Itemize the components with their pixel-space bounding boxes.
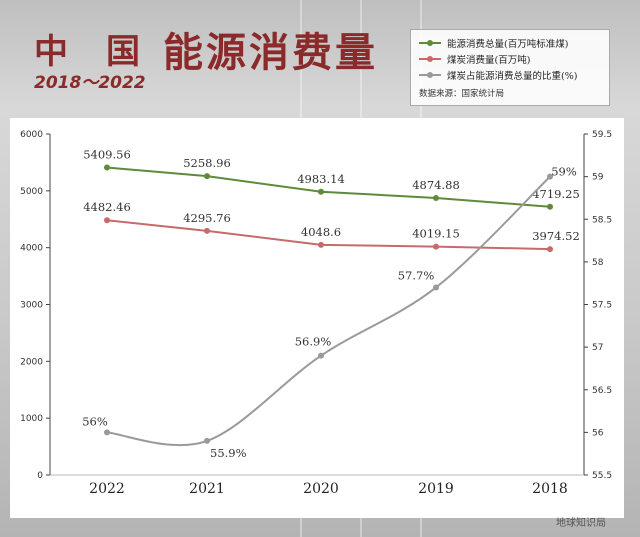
legend-dot <box>427 56 433 62</box>
x-tick-label: 2019 <box>418 481 454 497</box>
data-point <box>433 243 439 250</box>
left-tick-label: 2000 <box>20 357 43 367</box>
data-point <box>204 227 210 234</box>
right-tick-label: 56.5 <box>592 386 612 396</box>
series-line-2 <box>106 175 551 447</box>
data-label: 56% <box>82 414 108 428</box>
page-title: 能源消费量 <box>163 30 378 76</box>
data-point <box>547 246 553 253</box>
left-tick-label: 0 <box>37 471 43 481</box>
legend-item-share: 煤炭占能源消费总量的比重(%) <box>419 68 577 82</box>
data-point <box>547 173 553 180</box>
data-label: 3974.52 <box>532 229 580 243</box>
left-tick-label: 1000 <box>20 414 43 424</box>
legend-label-share: 煤炭占能源消费总量的比重(%) <box>447 71 578 82</box>
chart-legend: 能源消费总量(百万吨标准煤) 煤炭消费量(百万吨) 煤炭占能源消费总量的比重(%… <box>410 29 610 106</box>
x-tick-label: 2020 <box>303 481 339 497</box>
data-point <box>318 188 324 195</box>
data-label: 55.9% <box>210 446 247 460</box>
data-label: 4874.88 <box>412 178 460 192</box>
right-tick-label: 56 <box>592 428 604 438</box>
data-point <box>104 429 110 436</box>
data-point <box>104 217 110 224</box>
legend-item-energy: 能源消费总量(百万吨标准煤) <box>419 36 568 50</box>
data-point <box>433 194 439 201</box>
data-point <box>547 203 553 210</box>
legend-swatch-coal <box>419 54 441 64</box>
left-tick-label: 5000 <box>20 187 43 197</box>
data-point <box>318 352 324 359</box>
data-point <box>204 173 210 180</box>
data-label: 5258.96 <box>183 156 231 170</box>
page-subtitle: 2018～2022 <box>34 73 146 93</box>
data-label: 4019.15 <box>412 227 460 241</box>
x-tick-label: 2021 <box>189 481 225 497</box>
legend-dot <box>427 40 433 46</box>
left-tick-label: 4000 <box>20 244 43 254</box>
data-label: 4048.6 <box>301 225 341 239</box>
watermark: 地球知识局 <box>556 518 606 529</box>
legend-label-coal: 煤炭消费量(百万吨) <box>447 55 531 66</box>
data-source: 数据来源：国家统计局 <box>419 89 505 99</box>
legend-swatch-energy <box>419 38 441 48</box>
data-point <box>104 164 110 171</box>
data-label: 57.7% <box>398 268 435 282</box>
right-tick-label: 58 <box>592 258 604 268</box>
data-point <box>318 241 324 248</box>
chart-panel: 0 1000 2000 3000 4000 5000 6000 55.5 56 56.5 57 57.… <box>10 118 624 518</box>
legend-swatch-share <box>419 70 441 80</box>
x-tick-label: 2018 <box>532 481 568 497</box>
line-chart: 0 1000 2000 3000 4000 5000 6000 55.5 56 56.5 57 57.… <box>20 130 612 497</box>
left-tick-label: 6000 <box>20 130 43 140</box>
data-label: 59% <box>551 165 577 179</box>
data-label: 4295.76 <box>183 211 231 225</box>
data-label: 56.9% <box>295 335 332 349</box>
data-label: 4482.46 <box>83 200 131 214</box>
data-label: 4983.14 <box>297 172 345 186</box>
right-tick-label: 57.5 <box>592 301 612 311</box>
right-tick-label: 59.5 <box>592 130 612 140</box>
right-tick-label: 55.5 <box>592 471 612 481</box>
data-label: 5409.56 <box>83 148 131 162</box>
legend-dot <box>427 72 433 78</box>
legend-label-energy: 能源消费总量(百万吨标准煤) <box>447 39 569 50</box>
data-label: 4719.25 <box>532 187 580 201</box>
data-point <box>204 437 210 444</box>
right-tick-label: 58.5 <box>592 215 612 225</box>
right-tick-label: 59 <box>592 173 604 183</box>
right-tick-label: 57 <box>592 343 603 353</box>
x-tick-label: 2022 <box>89 481 125 497</box>
title-prefix: 中 国 <box>34 32 142 72</box>
data-point <box>433 284 439 291</box>
left-tick-label: 3000 <box>20 301 43 311</box>
legend-item-coal: 煤炭消费量(百万吨) <box>419 52 530 66</box>
